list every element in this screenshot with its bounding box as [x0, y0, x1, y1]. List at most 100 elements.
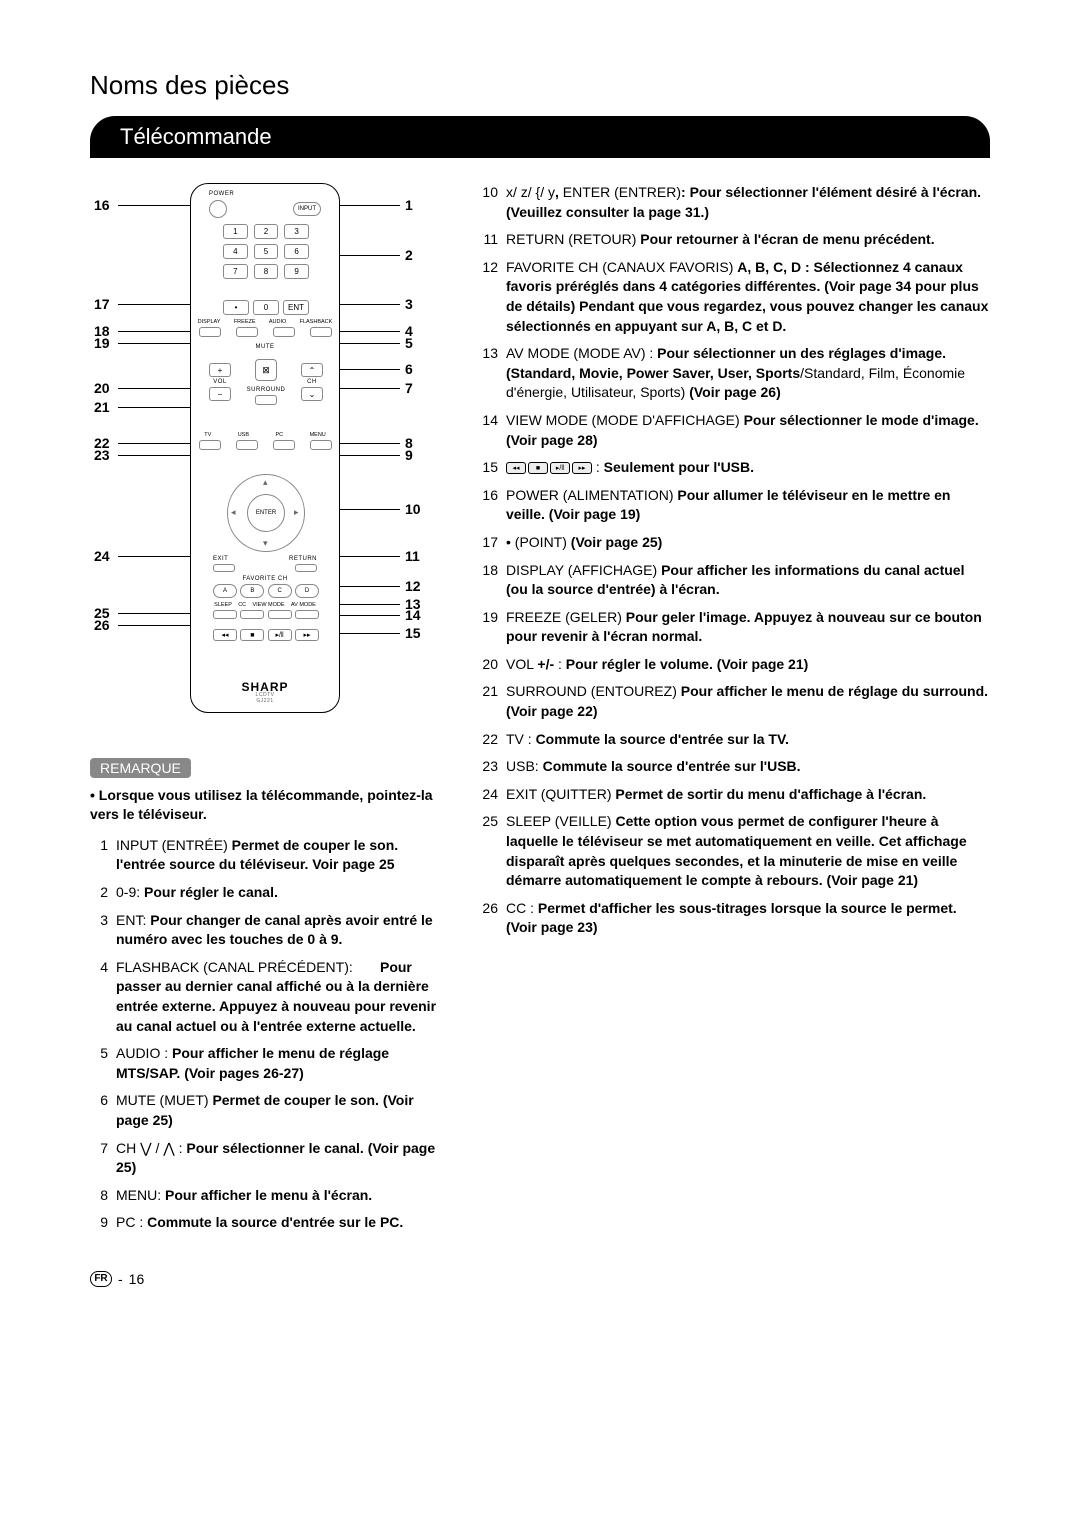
callout-number: 19: [94, 335, 110, 351]
list-item: 10x/ z/ {/ y, ENTER (ENTRER): Pour sélec…: [480, 183, 990, 222]
item-body: INPUT (ENTRÉE) Permet de couper le son. …: [116, 836, 450, 875]
list-item: 13AV MODE (MODE AV) : Pour sélectionner …: [480, 344, 990, 403]
item-body: MUTE (MUET) Permet de couper le son. (Vo…: [116, 1091, 450, 1130]
num-key-4: 4: [223, 244, 248, 259]
callout-line: [118, 205, 190, 206]
item-number: 20: [480, 655, 498, 675]
list-item: 26CC : Permet d'afficher les sous-titrag…: [480, 899, 990, 938]
callout-number: 12: [405, 578, 421, 594]
vol-up: +: [209, 363, 231, 377]
note-bullet: • Lorsque vous utilisez la télécommande,…: [90, 786, 450, 824]
callout-number: 21: [94, 399, 110, 415]
dpad-left-icon: ◂: [231, 507, 236, 518]
row2-buttons: [191, 440, 339, 450]
return-label: RETURN: [289, 556, 317, 562]
dot-zero-ent-row: • 0 ENT: [223, 300, 309, 315]
callout-number: 26: [94, 617, 110, 633]
callout-line: [340, 255, 400, 256]
dpad-right-icon: ▸: [294, 507, 299, 518]
callout-line: [118, 407, 190, 408]
remote-diagram: POWER INPUT 123456789 • 0 ENT DISPLAYFRE…: [90, 183, 430, 733]
callout-number: 16: [94, 197, 110, 213]
fav-key-a: A: [213, 584, 237, 598]
item-body: CC : Permet d'afficher les sous-titrages…: [506, 899, 990, 938]
left-column: POWER INPUT 123456789 • 0 ENT DISPLAYFRE…: [90, 183, 450, 1241]
callout-number: 6: [405, 361, 413, 377]
list-item: 22TV : Commute la source d'entrée sur la…: [480, 730, 990, 750]
num-key-9: 9: [284, 264, 309, 279]
callout-number: 1: [405, 197, 413, 213]
num-key-7: 7: [223, 264, 248, 279]
item-number: 6: [90, 1091, 108, 1130]
item-number: 10: [480, 183, 498, 222]
item-number: 11: [480, 230, 498, 250]
fav-key-c: C: [268, 584, 292, 598]
brand-sub: LCDTVGJ221: [191, 692, 339, 704]
main-content: POWER INPUT 123456789 • 0 ENT DISPLAYFRE…: [90, 183, 990, 1241]
num-key-5: 5: [254, 244, 279, 259]
item-body: FREEZE (GELER) Pour geler l'image. Appuy…: [506, 608, 990, 647]
item-body: VIEW MODE (MODE D'AFFICHAGE) Pour sélect…: [506, 411, 990, 450]
row1-labels: DISPLAYFREEZEAUDIOFLASHBACK: [191, 319, 339, 325]
item-body: SURROUND (ENTOUREZ) Pour afficher le men…: [506, 682, 990, 721]
tiny-button: [199, 440, 221, 450]
item-body: ◂◂■▸/‖▸▸ : Seulement pour l'USB.: [506, 458, 990, 478]
item-number: 5: [90, 1044, 108, 1083]
ch-label: CH: [307, 379, 317, 385]
list-item: 18DISPLAY (AFFICHAGE) Pour afficher les …: [480, 561, 990, 600]
callout-line: [340, 343, 400, 344]
exit-label: EXIT: [213, 556, 228, 562]
surround-label: SURROUND: [247, 387, 286, 393]
callout-number: 5: [405, 335, 413, 351]
item-body: PC : Commute la source d'entrée sur le P…: [116, 1213, 450, 1233]
footer-lang-badge: FR: [90, 1271, 112, 1287]
item-number: 12: [480, 258, 498, 336]
tiny-button: [236, 327, 258, 337]
callout-line: [118, 625, 190, 626]
callout-line: [340, 556, 400, 557]
item-body: VOL +/- : Pour régler le volume. (Voir p…: [506, 655, 990, 675]
fav-key-b: B: [240, 584, 264, 598]
items-list-right: 10x/ z/ {/ y, ENTER (ENTRER): Pour sélec…: [480, 183, 990, 938]
tiny-label: VIEW MODE: [252, 602, 284, 608]
callout-line: [118, 331, 190, 332]
item-number: 4: [90, 958, 108, 1036]
tiny-label: MENU: [310, 432, 326, 438]
row3-labels: SLEEPCCVIEW MODEAV MODE: [191, 602, 339, 608]
tiny-button: [273, 327, 295, 337]
item-body: ENT: Pour changer de canal après avoir e…: [116, 911, 450, 950]
item-body: DISPLAY (AFFICHAGE) Pour afficher les in…: [506, 561, 990, 600]
item-number: 25: [480, 812, 498, 890]
tiny-label: CC: [238, 602, 246, 608]
callout-line: [118, 304, 190, 305]
callout-line: [340, 331, 400, 332]
tiny-label: SLEEP: [214, 602, 232, 608]
num-key-2: 2: [254, 224, 279, 239]
item-number: 2: [90, 883, 108, 903]
right-column: 10x/ z/ {/ y, ENTER (ENTRER): Pour sélec…: [480, 183, 990, 1241]
item-number: 8: [90, 1186, 108, 1206]
favorite-label: FAVORITE CH: [191, 576, 339, 582]
item-number: 1: [90, 836, 108, 875]
tiny-label: PC: [275, 432, 283, 438]
callout-number: 15: [405, 625, 421, 641]
item-number: 3: [90, 911, 108, 950]
item-number: 14: [480, 411, 498, 450]
list-item: 8 MENU: Pour afficher le menu à l'écran.: [90, 1186, 450, 1206]
callout-line: [340, 443, 400, 444]
tiny-label: AUDIO: [269, 319, 286, 325]
list-item: 7CH ⋁ / ⋀ : Pour sélectionner le canal. …: [90, 1139, 450, 1178]
list-item: 9PC : Commute la source d'entrée sur le …: [90, 1213, 450, 1233]
num-key-1: 1: [223, 224, 248, 239]
item-number: 17: [480, 533, 498, 553]
callout-line: [340, 615, 400, 616]
callout-line: [118, 455, 190, 456]
callout-number: 24: [94, 548, 110, 564]
item-number: 15: [480, 458, 498, 478]
vol-down: −: [209, 387, 231, 401]
callout-line: [118, 443, 190, 444]
callout-number: 3: [405, 296, 413, 312]
item-body: MENU: Pour afficher le menu à l'écran.: [116, 1186, 450, 1206]
return-button: [295, 564, 317, 572]
item-body: • (POINT) (Voir page 25): [506, 533, 990, 553]
